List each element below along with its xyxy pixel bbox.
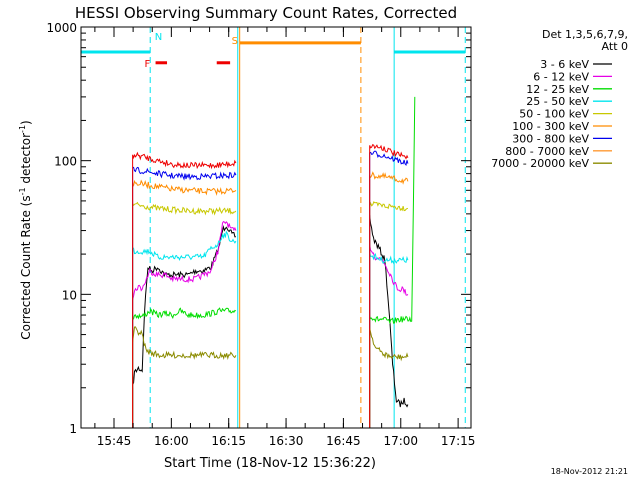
y-axis-label-end: ): [19, 120, 33, 125]
chart-title: HESSI Observing Summary Count Rates, Cor…: [75, 4, 457, 22]
series-6-line-1: [369, 150, 409, 166]
series-8-line-0: [132, 326, 237, 361]
y-axis-label-mid: detector: [19, 133, 33, 188]
series-2-line-1: [369, 96, 416, 325]
plot-frame: [80, 26, 472, 429]
legend-header: Att 0: [602, 40, 628, 53]
y-axis-label-sup2: -1: [18, 125, 27, 133]
y-axis-label-sup1: -1: [18, 187, 27, 195]
series-6-line-0: [132, 166, 237, 181]
y-tick-label: 1: [69, 422, 77, 436]
series-0-line-1: [369, 215, 409, 408]
series-2-line-0: [132, 307, 237, 321]
x-axis-label: Start Time (18-Nov-12 15:36:22): [164, 456, 376, 471]
x-tick-label: 17:00: [383, 434, 418, 448]
y-tick-label: 1000: [46, 21, 77, 35]
y-axis-label: Corrected Count Rate (s-1 detector-1): [18, 120, 33, 339]
legend-label: 25 - 50 keV: [526, 95, 589, 108]
series-1-line-0: [132, 220, 237, 301]
series-4-line-0: [132, 201, 237, 216]
series-5-line-1: [369, 171, 409, 185]
y-tick-label: 100: [54, 155, 77, 169]
series-3-line-0: [132, 230, 237, 261]
plot-marks: S F N: [81, 27, 466, 428]
night-label: N: [155, 32, 162, 43]
legend-label: 12 - 25 keV: [526, 83, 589, 96]
legend-label: 7000 - 20000 keV: [491, 157, 589, 170]
series-3-line-1: [369, 252, 409, 265]
x-tick-label: 16:15: [211, 434, 246, 448]
x-tick-label: 16:00: [154, 434, 189, 448]
saa-label: S: [232, 36, 238, 47]
legend-label: 100 - 300 keV: [512, 120, 589, 133]
x-tick-label: 15:45: [97, 434, 132, 448]
legend-label: 800 - 7000 keV: [505, 145, 589, 158]
x-tick-label: 16:45: [326, 434, 361, 448]
x-tick-label: 16:30: [269, 434, 304, 448]
series-red-line-0: [132, 151, 237, 170]
series-4-line-1: [369, 201, 409, 212]
legend-label: 3 - 6 keV: [540, 58, 589, 71]
footer-date: 18-Nov-2012 21:21: [551, 467, 628, 476]
flare-label: F: [145, 59, 151, 70]
x-tick-label: 17:15: [441, 434, 476, 448]
legend-header: Det 1,3,5,6,7,9,: [542, 28, 628, 41]
y-tick-label: 10: [62, 288, 77, 302]
y-axis-label-main: Corrected Count Rate (s: [19, 195, 33, 339]
series-8-line-1: [369, 328, 409, 362]
legend-label: 300 - 800 keV: [512, 132, 589, 145]
legend-label: 50 - 100 keV: [519, 108, 589, 121]
series-5-line-0: [132, 179, 237, 196]
legend-label: 6 - 12 keV: [533, 70, 589, 83]
series-red-line-1: [369, 143, 409, 160]
axes: 15:45 16:00 16:15 16:30 16:45 17:00 17:15 1 10 10…: [46, 21, 475, 448]
